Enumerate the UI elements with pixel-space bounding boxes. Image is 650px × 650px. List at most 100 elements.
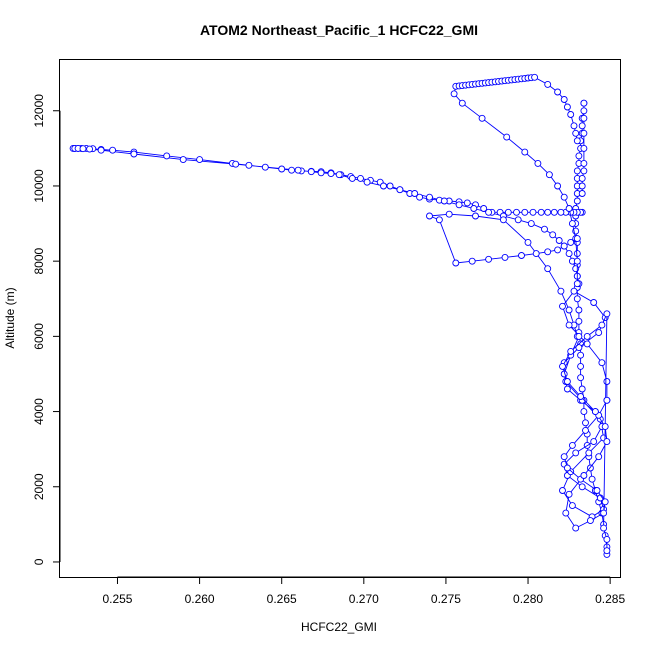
data-point [531,73,539,81]
data-point [513,208,520,216]
data-point [598,321,606,329]
data-point [560,193,568,201]
data-point [335,171,343,179]
data-point [411,190,419,197]
data-point [580,114,588,122]
data-point [578,385,586,393]
series-2 [450,73,581,288]
data-point [532,250,540,258]
y-tick-label: 0 [32,558,46,565]
data-point [521,148,529,156]
x-tick-label: 0.265 [267,592,297,606]
data-point [577,351,585,359]
data-point [580,408,588,416]
data-point [578,182,586,190]
data-point [565,306,573,314]
data-point [567,111,575,118]
data-point [416,193,424,201]
data-point [562,509,570,517]
data-point [563,103,571,111]
data-point [86,145,94,153]
data-point [601,498,609,506]
data-point [480,205,488,212]
data-point [485,208,493,216]
data-point [572,129,580,137]
data-point [578,122,586,130]
series-1 [69,144,586,288]
y-axis: 0 2000 4000 6000 8000 10000 12000 [32,94,61,565]
data-point [463,199,471,207]
data-point [603,396,611,404]
data-point [245,161,253,169]
data-point [575,152,583,160]
data-point [567,238,575,246]
data-point [426,193,433,201]
data-point [537,208,545,216]
data-point [348,174,356,182]
data-point [603,535,611,543]
chart-title: ATOM2 Northeast_Pacific_1 HCFC22_GMI [200,22,478,38]
data-point [563,378,571,385]
data-point [470,205,478,212]
data-point [559,362,566,370]
data-point [455,201,463,209]
data-point [458,99,466,107]
data-point [503,133,511,141]
data-point [478,114,486,122]
data-point [357,174,364,182]
data-point [578,174,586,182]
data-point [578,190,586,197]
data-point [582,426,589,434]
data-point [560,242,568,250]
y-tick-label: 2000 [32,473,46,500]
data-point [575,344,583,352]
data-point [550,208,558,216]
data-point [580,144,588,152]
data-point [163,152,171,160]
data-point [580,159,588,167]
series-layer [69,73,611,558]
data-point [450,90,458,98]
data-point [529,208,537,216]
data-point [294,166,302,174]
x-tick-label: 0.275 [431,592,461,606]
x-tick-label: 0.255 [102,592,132,606]
data-point [380,182,387,190]
data-point [541,225,548,233]
x-axis: 0.255 0.260 0.265 0.270 0.275 0.280 0.285 [102,576,625,606]
data-point [560,453,568,461]
data-point [557,287,565,295]
data-point [572,449,580,457]
data-point [570,122,578,130]
data-point [544,265,552,273]
data-point [559,487,566,494]
data-point [567,347,575,355]
data-point [601,423,609,431]
data-point [521,208,529,216]
data-point [565,321,573,329]
data-point [565,205,573,212]
data-point [518,252,525,259]
y-tick-label: 6000 [32,323,46,350]
data-point [590,299,598,306]
data-point [396,186,404,194]
data-point [572,265,580,273]
data-point [445,210,453,218]
data-point [109,146,117,154]
data-point [573,137,581,145]
data-point [557,208,565,216]
data-point [600,509,608,517]
data-point [580,167,588,175]
data-point [501,253,509,261]
data-point [580,472,588,479]
y-tick-label: 4000 [32,398,46,425]
data-point [232,160,240,168]
data-point [504,208,512,216]
data-point [278,165,286,173]
data-point [577,393,585,400]
data-point [590,438,598,446]
data-point [196,156,204,164]
y-tick-label: 10000 [32,169,46,203]
data-point [573,257,581,265]
data-point [577,362,585,370]
